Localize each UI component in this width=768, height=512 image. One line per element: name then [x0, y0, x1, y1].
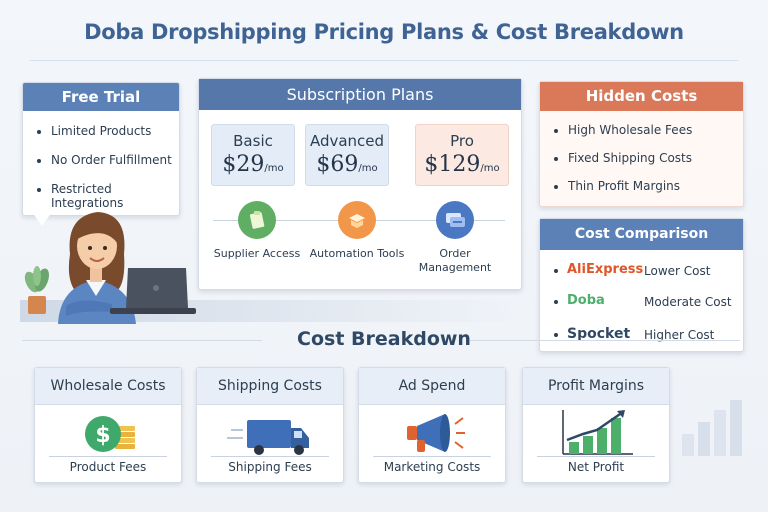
plan-period: /mo — [264, 163, 284, 174]
free-trial-card: Free Trial Limited Products No Order Ful… — [22, 82, 180, 216]
breakdown-card-wholesale: Wholesale Costs $ Product Fees — [34, 367, 182, 483]
free-trial-item: Limited Products — [23, 124, 179, 138]
free-trial-item: Restricted Integrations — [23, 182, 179, 210]
hidden-cost-item: High Wholesale Fees — [540, 123, 743, 137]
breakdown-card-caption: Product Fees — [69, 460, 147, 474]
plan-period: /mo — [480, 163, 500, 174]
subscription-heading: Subscription Plans — [199, 79, 521, 110]
growth-chart-icon — [562, 410, 633, 455]
hidden-costs-heading: Hidden Costs — [540, 82, 743, 111]
plan-price: $129 — [424, 152, 481, 177]
plan-period: /mo — [358, 163, 378, 174]
plan-basic: Basic $29/mo — [211, 124, 295, 186]
breakdown-card-title: Ad Spend — [359, 368, 505, 405]
breakdown-divider-left — [22, 340, 262, 341]
plan-pro: Pro $129/mo — [415, 124, 509, 186]
speech-bubble-tail — [32, 212, 52, 226]
comparison-row: AliExpress Lower Cost — [540, 261, 743, 281]
comparison-row: Doba Moderate Cost — [540, 292, 743, 312]
hidden-cost-item: Thin Profit Margins — [540, 179, 743, 193]
comparison-brand: Spocket — [567, 326, 631, 342]
cost-comparison-card: Cost Comparison AliExpress Lower Cost Do… — [539, 218, 744, 352]
breakdown-divider-right — [470, 340, 740, 341]
free-trial-heading: Free Trial — [23, 83, 179, 111]
comparison-brand: AliExpress — [567, 262, 644, 277]
feature-supplier-access: Supplier Access — [207, 201, 307, 261]
megaphone-icon — [407, 414, 465, 452]
cost-breakdown-heading: Cost Breakdown — [297, 328, 471, 350]
plan-price: $29 — [222, 152, 265, 177]
breakdown-card-caption: Shipping Fees — [228, 460, 312, 474]
order-management-icon — [436, 201, 474, 239]
feature-label: Automation Tools — [309, 247, 405, 260]
hidden-costs-card: Hidden Costs High Wholesale Fees Fixed S… — [539, 81, 744, 207]
comparison-brand: Doba — [567, 293, 605, 308]
decorative-bars — [682, 400, 742, 456]
plan-advanced: Advanced $69/mo — [305, 124, 389, 186]
plan-name: Advanced — [309, 132, 385, 150]
plan-name: Pro — [450, 132, 474, 150]
comparison-row: Spocket Higher Cost — [540, 325, 743, 345]
feature-label: Order Management — [418, 247, 492, 274]
comparison-level: Moderate Cost — [644, 295, 732, 309]
title-divider — [30, 60, 738, 61]
woman-laptop-illustration — [24, 212, 196, 324]
plan-name: Basic — [233, 132, 273, 150]
breakdown-card-title: Shipping Costs — [197, 368, 343, 405]
breakdown-card-shipping: Shipping Costs Shipping Fees — [196, 367, 344, 483]
comparison-level: Higher Cost — [644, 328, 715, 342]
plan-price: $69 — [316, 152, 359, 177]
comparison-heading: Cost Comparison — [540, 219, 743, 250]
feature-automation-tools: Automation Tools — [307, 201, 407, 261]
automation-tools-icon — [338, 201, 376, 239]
page-title: Doba Dropshipping Pricing Plans & Cost B… — [84, 20, 684, 44]
breakdown-card-caption: Marketing Costs — [383, 460, 481, 474]
breakdown-card-profit: Profit Margins Net Profit — [522, 367, 670, 483]
dollar-coin-icon: $ — [85, 416, 135, 452]
free-trial-item: No Order Fulfillment — [23, 153, 179, 167]
feature-order-management: Order Management — [405, 201, 505, 275]
hidden-cost-item: Fixed Shipping Costs — [540, 151, 743, 165]
supplier-access-icon — [238, 201, 276, 239]
feature-label: Supplier Access — [213, 247, 301, 260]
truck-icon — [227, 420, 309, 455]
breakdown-card-caption: Net Profit — [567, 460, 625, 474]
comparison-level: Lower Cost — [644, 264, 711, 278]
breakdown-card-title: Wholesale Costs — [35, 368, 181, 405]
breakdown-card-title: Profit Margins — [523, 368, 669, 405]
breakdown-card-ad-spend: Ad Spend Marketing Costs — [358, 367, 506, 483]
svg-text:$: $ — [95, 423, 110, 448]
subscription-plans-card: Subscription Plans Basic $29/mo Advanced… — [198, 78, 522, 290]
